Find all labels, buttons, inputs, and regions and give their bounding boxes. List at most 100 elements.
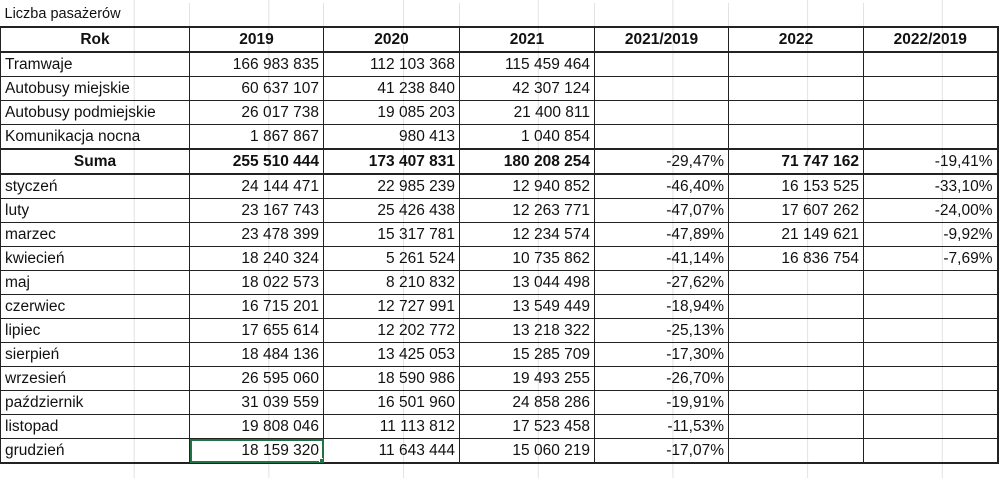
value-2019-cell[interactable]: 16 715 201	[189, 294, 324, 319]
header-cell-2019[interactable]: 2019	[189, 26, 324, 53]
value-2021-cell[interactable]: 180 208 254	[459, 148, 595, 175]
ratio-2021-2019-cell[interactable]: -29,47%	[594, 148, 729, 175]
header-cell-2020[interactable]: 2020	[323, 26, 460, 53]
value-2020-cell[interactable]: 12 202 772	[323, 318, 460, 343]
value-2021-cell[interactable]: 19 493 255	[459, 366, 595, 391]
value-2019-cell[interactable]: 19 808 046	[189, 414, 324, 439]
row-label-cell[interactable]: Komunikacja nocna	[0, 124, 190, 150]
fill-handle[interactable]	[319, 458, 323, 462]
value-2022-cell[interactable]	[728, 342, 864, 367]
ratio-2022-2019-cell[interactable]	[863, 51, 999, 77]
value-2019-cell[interactable]: 60 637 107	[189, 76, 324, 101]
row-label-cell[interactable]: czerwiec	[0, 294, 190, 319]
row-label-cell[interactable]: luty	[0, 198, 190, 223]
ratio-2021-2019-cell[interactable]: -27,62%	[594, 270, 729, 295]
value-2021-cell[interactable]: 15 285 709	[459, 342, 595, 367]
ratio-2022-2019-cell[interactable]: -9,92%	[863, 222, 999, 247]
value-2021-cell[interactable]: 12 234 574	[459, 222, 595, 247]
value-2019-cell[interactable]: 18 484 136	[189, 342, 324, 367]
ratio-2021-2019-cell[interactable]: -47,89%	[594, 222, 729, 247]
ratio-2022-2019-cell[interactable]: -24,00%	[863, 198, 999, 223]
header-cell-rok[interactable]: Rok	[0, 26, 190, 53]
ratio-2022-2019-cell[interactable]	[863, 100, 999, 125]
row-label-cell[interactable]: Suma	[0, 148, 190, 175]
value-2021-cell[interactable]: 12 940 852	[459, 173, 595, 199]
ratio-2022-2019-cell[interactable]	[863, 270, 999, 295]
value-2020-cell[interactable]: 11 643 444	[323, 438, 460, 464]
ratio-2022-2019-cell[interactable]	[863, 76, 999, 101]
empty-cell[interactable]	[728, 3, 864, 28]
ratio-2021-2019-cell[interactable]	[594, 51, 729, 77]
value-2020-cell[interactable]: 5 261 524	[323, 246, 460, 271]
value-2021-cell[interactable]: 42 307 124	[459, 76, 595, 101]
value-2020-cell[interactable]: 25 426 438	[323, 198, 460, 223]
row-label-cell[interactable]: grudzień	[0, 438, 190, 464]
value-2021-cell[interactable]: 17 523 458	[459, 414, 595, 439]
value-2020-cell[interactable]: 19 085 203	[323, 100, 460, 125]
empty-cell[interactable]	[323, 3, 460, 28]
value-2021-cell[interactable]: 115 459 464	[459, 51, 595, 77]
value-2019-cell[interactable]: 255 510 444	[189, 148, 324, 175]
empty-cell[interactable]	[594, 3, 729, 28]
value-2021-cell[interactable]: 1 040 854	[459, 124, 595, 150]
value-2022-cell[interactable]: 21 149 621	[728, 222, 864, 247]
value-2022-cell[interactable]	[728, 414, 864, 439]
value-2020-cell[interactable]: 16 501 960	[323, 390, 460, 415]
row-label-cell[interactable]: lipiec	[0, 318, 190, 343]
value-2022-cell[interactable]	[728, 390, 864, 415]
value-2020-cell[interactable]: 22 985 239	[323, 173, 460, 199]
ratio-2021-2019-cell[interactable]: -47,07%	[594, 198, 729, 223]
value-2021-cell[interactable]: 12 263 771	[459, 198, 595, 223]
row-label-cell[interactable]: sierpień	[0, 342, 190, 367]
header-cell-2022[interactable]: 2022	[728, 26, 864, 53]
empty-cell[interactable]	[863, 3, 998, 28]
value-2022-cell[interactable]	[728, 51, 864, 77]
ratio-2022-2019-cell[interactable]	[863, 124, 999, 150]
row-label-cell[interactable]: listopad	[0, 414, 190, 439]
value-2022-cell[interactable]	[728, 124, 864, 150]
value-2019-cell[interactable]: 166 983 835	[189, 51, 324, 77]
ratio-2022-2019-cell[interactable]: -33,10%	[863, 173, 999, 199]
value-2019-cell[interactable]: 24 144 471	[189, 173, 324, 199]
value-2022-cell[interactable]: 16 836 754	[728, 246, 864, 271]
value-2022-cell[interactable]	[728, 76, 864, 101]
row-label-cell[interactable]: wrzesień	[0, 366, 190, 391]
ratio-2022-2019-cell[interactable]	[863, 294, 999, 319]
value-2019-cell[interactable]: 23 478 399	[189, 222, 324, 247]
ratio-2021-2019-cell[interactable]: -41,14%	[594, 246, 729, 271]
row-label-cell[interactable]: październik	[0, 390, 190, 415]
value-2021-cell[interactable]: 21 400 811	[459, 100, 595, 125]
ratio-2021-2019-cell[interactable]	[594, 100, 729, 125]
ratio-2021-2019-cell[interactable]: -19,91%	[594, 390, 729, 415]
value-2022-cell[interactable]	[728, 294, 864, 319]
value-2019-cell[interactable]: 18 022 573	[189, 270, 324, 295]
value-2022-cell[interactable]	[728, 438, 864, 464]
ratio-2021-2019-cell[interactable]: -25,13%	[594, 318, 729, 343]
row-label-cell[interactable]: marzec	[0, 222, 190, 247]
sheet-title-cell[interactable]: Liczba pasażerów	[0, 3, 190, 28]
row-label-cell[interactable]: Autobusy miejskie	[0, 76, 190, 101]
ratio-2022-2019-cell[interactable]	[863, 438, 999, 464]
ratio-2022-2019-cell[interactable]	[863, 414, 999, 439]
value-2019-cell[interactable]: 17 655 614	[189, 318, 324, 343]
value-2020-cell[interactable]: 15 317 781	[323, 222, 460, 247]
ratio-2021-2019-cell[interactable]: -18,94%	[594, 294, 729, 319]
ratio-2021-2019-cell[interactable]	[594, 76, 729, 101]
value-2021-cell[interactable]: 13 549 449	[459, 294, 595, 319]
ratio-2021-2019-cell[interactable]: -26,70%	[594, 366, 729, 391]
ratio-2022-2019-cell[interactable]	[863, 318, 999, 343]
ratio-2022-2019-cell[interactable]	[863, 366, 999, 391]
row-label-cell[interactable]: Tramwaje	[0, 51, 190, 77]
ratio-2021-2019-cell[interactable]: -17,30%	[594, 342, 729, 367]
selected-cell[interactable]: 18 159 320	[189, 438, 324, 464]
row-label-cell[interactable]: maj	[0, 270, 190, 295]
value-2022-cell[interactable]: 71 747 162	[728, 148, 864, 175]
value-2022-cell[interactable]	[728, 366, 864, 391]
value-2020-cell[interactable]: 112 103 368	[323, 51, 460, 77]
row-label-cell[interactable]: styczeń	[0, 173, 190, 199]
empty-cell[interactable]	[459, 3, 595, 28]
value-2022-cell[interactable]	[728, 270, 864, 295]
value-2019-cell[interactable]: 26 017 738	[189, 100, 324, 125]
value-2019-cell[interactable]: 31 039 559	[189, 390, 324, 415]
value-2019-cell[interactable]: 23 167 743	[189, 198, 324, 223]
